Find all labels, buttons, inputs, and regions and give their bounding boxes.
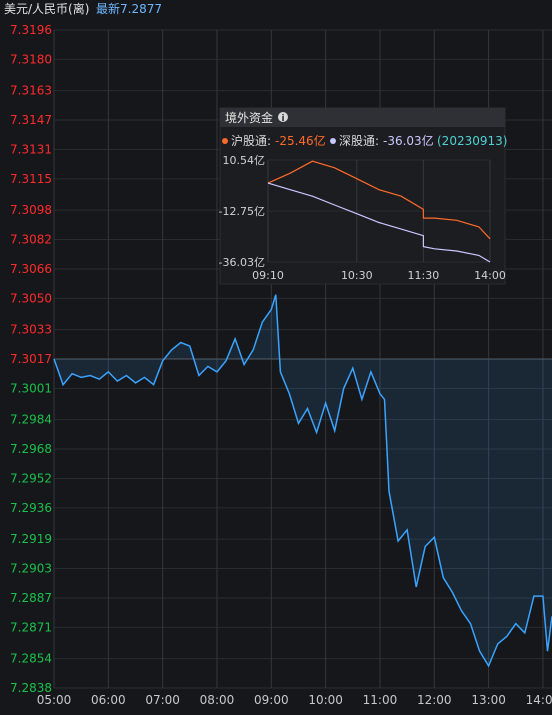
sz-legend-label: 深股通:	[339, 134, 379, 148]
x-tick-label: 06:00	[91, 693, 126, 707]
x-tick-label: 07:00	[145, 693, 180, 707]
sh-legend-label: 沪股通:	[231, 134, 271, 148]
y-tick-label: 7.3050	[10, 291, 52, 305]
y-tick-label: 7.3017	[10, 352, 52, 366]
y-tick-label: 7.3066	[10, 262, 52, 276]
y-tick-label: 7.3196	[10, 23, 52, 37]
y-tick-label: 7.3180	[10, 52, 52, 66]
inset-x-tick-label: 09:10	[252, 269, 284, 282]
y-tick-label: 7.3082	[10, 233, 52, 247]
y-tick-label: 7.2887	[10, 591, 52, 605]
y-tick-label: 7.2936	[10, 501, 52, 515]
inset-x-labels: 09:10 10:30 11:30 14:00	[252, 269, 506, 282]
capital-flow-panel: 境外资金 i 沪股通: -25.46亿 深股通: -36.03亿 (202309…	[219, 107, 507, 285]
date-label: (20230913)	[437, 134, 507, 148]
y-tick-label: 7.2984	[10, 413, 52, 427]
info-icon-circle	[278, 112, 288, 122]
sh-legend-value: -25.46亿	[275, 133, 326, 148]
price-line	[53, 294, 552, 668]
info-icon[interactable]: i	[278, 112, 288, 124]
inset-x-tick-label: 10:30	[341, 269, 373, 282]
y-tick-label: 7.2903	[10, 562, 52, 576]
x-tick-label: 10:00	[308, 693, 343, 707]
inset-x-tick-label: 11:30	[408, 269, 440, 282]
y-tick-label: 7.2838	[10, 681, 52, 695]
x-axis-labels: 05:00 06:00 07:00 08:00 09:00 10:00 11:00 12:00…	[37, 693, 552, 707]
y-tick-label: 7.2968	[10, 442, 52, 456]
y-tick-label: 7.3147	[10, 113, 52, 127]
y-tick-label: 7.3115	[10, 172, 52, 186]
inset-x-tick-label: 14:00	[474, 269, 506, 282]
x-tick-label: 05:00	[37, 693, 72, 707]
y-tick-label: 7.2854	[10, 652, 52, 666]
latest-price: 最新7.2877	[96, 1, 162, 16]
y-tick-label: 7.3131	[10, 142, 52, 156]
sh-flow-line	[267, 160, 491, 240]
sz-flow-line	[267, 182, 491, 263]
x-tick-label: 12:00	[417, 693, 452, 707]
y-tick-label: 7.2871	[10, 620, 52, 634]
y-tick-label: 7.2952	[10, 471, 52, 485]
y-tick-label: 7.3033	[10, 323, 52, 337]
inset-title: 境外资金	[225, 110, 273, 125]
info-icon-glyph: i	[281, 114, 284, 124]
x-tick-label: 13:00	[471, 693, 506, 707]
y-axis-labels: 7.3196 7.3180 7.3163 7.3147 7.3131 7.3115 7.30…	[10, 23, 52, 695]
inset-y-labels: 10.54亿 -12.75亿 -36.03亿	[219, 154, 265, 269]
inset-y-tick-label: -36.03亿	[219, 256, 265, 269]
y-tick-label: 7.3001	[10, 381, 52, 395]
price-area-fill	[54, 294, 552, 666]
x-tick-label: 09:00	[254, 693, 289, 707]
sh-legend-dot	[222, 138, 228, 144]
sz-legend-dot	[330, 138, 336, 144]
instrument-title: 美元/人民币(离)	[4, 1, 89, 16]
sz-legend-value: -36.03亿	[383, 133, 434, 148]
x-tick-label: 11:00	[363, 693, 398, 707]
y-tick-label: 7.2919	[10, 532, 52, 546]
inset-y-tick-label: -12.75亿	[219, 205, 265, 218]
inset-header	[220, 108, 505, 127]
x-tick-label: 14:00	[526, 693, 552, 707]
y-tick-label: 7.3098	[10, 203, 52, 217]
y-tick-label: 7.3163	[10, 84, 52, 98]
main-grid	[53, 29, 552, 689]
inset-y-tick-label: 10.54亿	[223, 154, 266, 167]
x-tick-label: 08:00	[200, 693, 235, 707]
